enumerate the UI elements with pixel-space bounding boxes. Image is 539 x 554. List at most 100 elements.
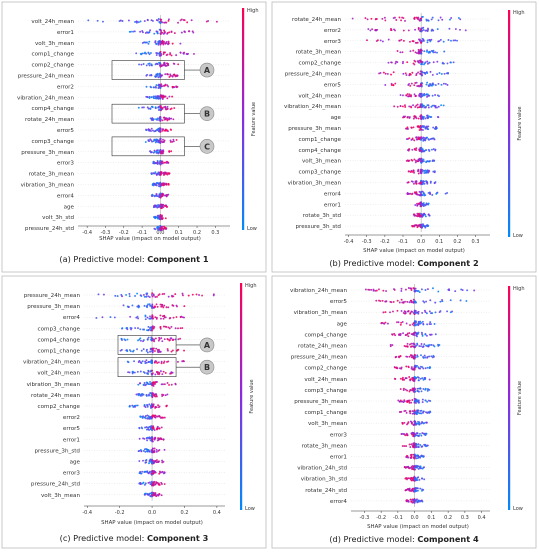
shap-point bbox=[406, 456, 408, 459]
shap-point bbox=[416, 224, 418, 227]
shap-point bbox=[427, 27, 429, 30]
shap-point bbox=[403, 445, 406, 447]
shap-point bbox=[405, 94, 408, 97]
shap-point bbox=[418, 291, 421, 294]
shap-point bbox=[410, 158, 413, 161]
shap-point bbox=[413, 148, 416, 151]
shap-point bbox=[151, 451, 154, 454]
shap-point bbox=[121, 327, 124, 330]
shap-point bbox=[411, 412, 414, 415]
shap-point bbox=[406, 454, 408, 457]
shap-point bbox=[168, 383, 170, 386]
shap-point bbox=[369, 29, 372, 32]
shap-point bbox=[423, 182, 426, 185]
feature-label: pressure_3h_mean bbox=[21, 150, 74, 156]
shap-point bbox=[419, 456, 422, 459]
shap-point bbox=[351, 17, 354, 20]
shap-point bbox=[417, 366, 420, 369]
shap-point bbox=[166, 173, 169, 176]
callout-label: A bbox=[204, 66, 211, 75]
shap-point bbox=[163, 139, 166, 142]
shap-point bbox=[161, 119, 164, 122]
shap-point bbox=[159, 325, 162, 328]
shap-point bbox=[161, 217, 163, 220]
shap-point bbox=[147, 481, 150, 484]
shap-point bbox=[413, 478, 416, 481]
shap-point bbox=[423, 478, 426, 481]
shap-point bbox=[152, 483, 154, 486]
shap-point bbox=[157, 87, 160, 89]
shap-point bbox=[116, 295, 119, 298]
shap-point bbox=[138, 449, 141, 452]
shap-point bbox=[420, 343, 423, 345]
shap-point bbox=[420, 146, 423, 149]
shap-point bbox=[155, 481, 158, 484]
shap-point bbox=[413, 443, 416, 446]
feature-label: pressure_24h_std bbox=[25, 226, 75, 232]
shap-point bbox=[137, 383, 140, 386]
shap-point bbox=[426, 39, 429, 42]
feature-label: pressure_24h_mean bbox=[285, 72, 342, 78]
shap-point bbox=[413, 115, 416, 118]
shap-point bbox=[141, 416, 144, 419]
shap-point bbox=[386, 72, 389, 75]
shap-point bbox=[129, 326, 132, 329]
shap-point bbox=[140, 53, 143, 56]
shap-point bbox=[422, 411, 424, 414]
shap-point bbox=[416, 85, 419, 88]
shap-point bbox=[409, 378, 412, 381]
shap-point bbox=[145, 295, 148, 298]
shap-point bbox=[95, 317, 98, 319]
shap-point bbox=[417, 38, 420, 41]
shap-point bbox=[393, 288, 395, 291]
shap-point bbox=[158, 415, 161, 418]
shap-point bbox=[166, 84, 169, 87]
shap-point bbox=[153, 172, 156, 175]
shap-point bbox=[175, 54, 178, 57]
shap-point bbox=[426, 104, 429, 107]
shap-point bbox=[416, 354, 419, 357]
shap-point bbox=[419, 73, 422, 76]
shap-point bbox=[172, 338, 175, 341]
shap-point bbox=[417, 215, 420, 217]
shap-point bbox=[394, 334, 397, 337]
colorbar-title: Feature value bbox=[249, 379, 255, 413]
shap-point bbox=[443, 50, 446, 53]
shap-point bbox=[421, 377, 424, 380]
shap-point bbox=[404, 388, 407, 391]
shap-point bbox=[408, 343, 411, 346]
shap-plot-component-3: -0.4 -0.2 0.0 0.2 0.4pressure_24h_meanpressu… bbox=[23, 283, 257, 516]
shap-point bbox=[163, 383, 166, 386]
shap-point bbox=[408, 105, 411, 108]
shap-point bbox=[366, 39, 368, 42]
shap-point bbox=[157, 106, 160, 109]
shap-point bbox=[409, 324, 411, 327]
caption-component: Component 3 bbox=[147, 533, 209, 543]
shap-point bbox=[436, 115, 439, 118]
shap-point bbox=[142, 459, 144, 462]
shap-point bbox=[176, 305, 178, 308]
shap-point bbox=[440, 104, 443, 107]
shap-point bbox=[421, 128, 424, 131]
x-axis-label: SHAP value (impact on model output) bbox=[363, 248, 465, 254]
shap-point bbox=[146, 19, 149, 22]
shap-point bbox=[161, 373, 164, 376]
feature-label: age bbox=[70, 460, 81, 466]
feature-label: volt_24h_mean bbox=[304, 377, 347, 383]
shap-point bbox=[151, 314, 154, 317]
shap-point bbox=[412, 104, 415, 107]
shap-point bbox=[159, 28, 162, 31]
shap-point bbox=[419, 444, 422, 446]
shap-point bbox=[421, 190, 424, 193]
shap-point bbox=[406, 345, 409, 348]
shap-point bbox=[410, 432, 413, 435]
shap-point bbox=[430, 38, 433, 41]
shap-point bbox=[419, 467, 422, 470]
feature-label: volt_3h_mean bbox=[308, 421, 347, 427]
shap-point bbox=[408, 390, 411, 393]
shap-point bbox=[153, 438, 156, 441]
shap-point bbox=[170, 150, 173, 153]
shap-point bbox=[145, 361, 148, 364]
shap-point bbox=[135, 52, 138, 55]
shap-point bbox=[152, 293, 155, 296]
